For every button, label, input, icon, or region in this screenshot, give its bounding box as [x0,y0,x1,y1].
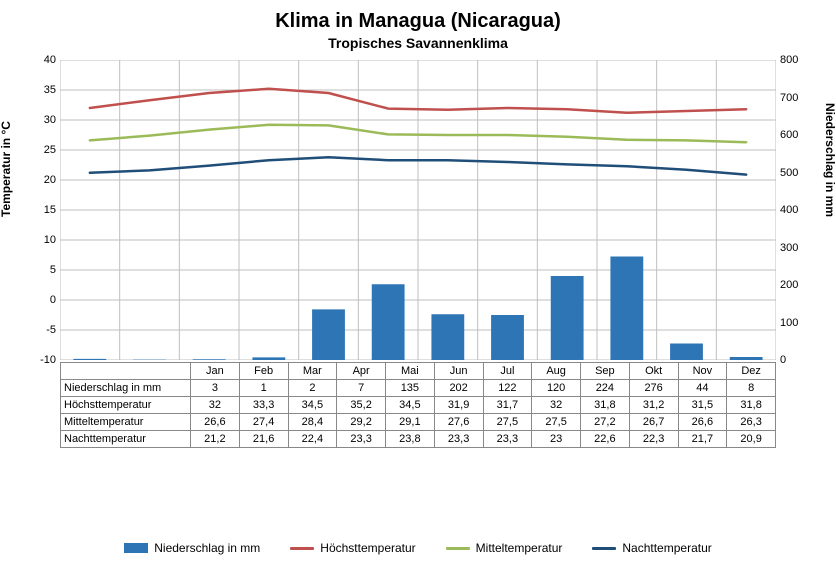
data-cell: 44 [678,380,727,397]
data-cell: 23,3 [434,431,483,448]
data-cell: 22,6 [581,431,630,448]
data-cell: 23 [532,431,581,448]
climate-chart-container: Klima in Managua (Nicaragua) Tropisches … [0,0,836,575]
data-cell: 276 [629,380,678,397]
legend-mean: Mitteltemperatur [446,541,563,555]
legend-mean-label: Mitteltemperatur [476,541,563,555]
row-label: Niederschlag in mm [61,380,191,397]
data-cell: 29,1 [386,414,435,431]
month-header: Feb [239,363,288,380]
data-cell: 21,7 [678,431,727,448]
data-cell: 32 [532,397,581,414]
month-header: Apr [337,363,386,380]
data-cell: 23,3 [337,431,386,448]
data-cell: 28,4 [288,414,337,431]
data-cell: 135 [386,380,435,397]
data-cell: 34,5 [288,397,337,414]
month-header: Mai [386,363,435,380]
data-table: JanFebMarAprMaiJunJulAugSepOktNovDez Nied… [60,362,776,448]
data-cell: 35,2 [337,397,386,414]
legend-high-label: Höchsttemperatur [320,541,415,555]
precip-bar [491,315,524,360]
month-header: Mar [288,363,337,380]
data-cell: 2 [288,380,337,397]
month-header: Okt [629,363,678,380]
row-label: Höchsttemperatur [61,397,191,414]
data-cell: 31,2 [629,397,678,414]
data-cell: 31,8 [727,397,776,414]
month-header: Sep [581,363,630,380]
row-label: Mitteltemperatur [61,414,191,431]
legend-low-label: Nachttemperatur [622,541,711,555]
precip-bar [551,276,584,360]
data-cell: 120 [532,380,581,397]
legend-precip: Niederschlag in mm [124,541,260,555]
data-cell: 31,5 [678,397,727,414]
data-cell: 26,6 [191,414,240,431]
precip-bar [252,357,285,360]
data-cell: 224 [581,380,630,397]
bar-swatch [124,543,148,553]
data-cell: 32 [191,397,240,414]
data-cell: 21,2 [191,431,240,448]
data-cell: 26,7 [629,414,678,431]
precip-bar [670,344,703,361]
precip-bar [312,309,345,360]
data-cell: 22,4 [288,431,337,448]
data-cell: 3 [191,380,240,397]
data-cell: 31,7 [483,397,532,414]
precip-bar [730,357,763,360]
data-cell: 26,3 [727,414,776,431]
month-header: Aug [532,363,581,380]
data-cell: 1 [239,380,288,397]
precip-bar [610,257,643,361]
data-cell: 29,2 [337,414,386,431]
data-cell: 33,3 [239,397,288,414]
chart-subtitle: Tropisches Savannenklima [0,33,836,51]
data-cell: 7 [337,380,386,397]
data-cell: 27,2 [581,414,630,431]
data-cell: 31,8 [581,397,630,414]
data-cell: 31,9 [434,397,483,414]
legend-precip-label: Niederschlag in mm [154,541,260,555]
legend-high: Höchsttemperatur [290,541,415,555]
y-axis-left-ticks: -10-50510152025303540 [30,60,60,360]
data-cell: 27,6 [434,414,483,431]
data-cell: 34,5 [386,397,435,414]
y-axis-left-label: Temperatur in °C [0,121,13,217]
month-header: Nov [678,363,727,380]
data-cell: 22,3 [629,431,678,448]
month-header: Jul [483,363,532,380]
line-swatch-mean [446,547,470,550]
legend: Niederschlag in mm Höchsttemperatur Mitt… [0,541,836,555]
precip-bar [193,359,226,360]
chart-title: Klima in Managua (Nicaragua) [0,0,836,33]
y-axis-right-label: Niederschlag in mm [823,103,836,217]
month-header: Dez [727,363,776,380]
plot-area [60,60,776,360]
month-header: Jan [191,363,240,380]
y-axis-right-ticks: 0100200300400500600700800 [776,60,806,360]
month-header: Jun [434,363,483,380]
line-swatch-high [290,547,314,550]
precip-bar [372,284,405,360]
legend-low: Nachttemperatur [592,541,711,555]
precip-bar [431,314,464,360]
data-cell: 122 [483,380,532,397]
data-cell: 21,6 [239,431,288,448]
table-corner [61,363,191,380]
data-cell: 26,6 [678,414,727,431]
data-cell: 23,8 [386,431,435,448]
precip-bar [73,359,106,360]
data-cell: 8 [727,380,776,397]
line-swatch-low [592,547,616,550]
row-label: Nachttemperatur [61,431,191,448]
data-cell: 27,5 [532,414,581,431]
data-cell: 23,3 [483,431,532,448]
data-cell: 27,4 [239,414,288,431]
plot-svg [60,60,776,360]
data-cell: 202 [434,380,483,397]
data-cell: 27,5 [483,414,532,431]
data-cell: 20,9 [727,431,776,448]
